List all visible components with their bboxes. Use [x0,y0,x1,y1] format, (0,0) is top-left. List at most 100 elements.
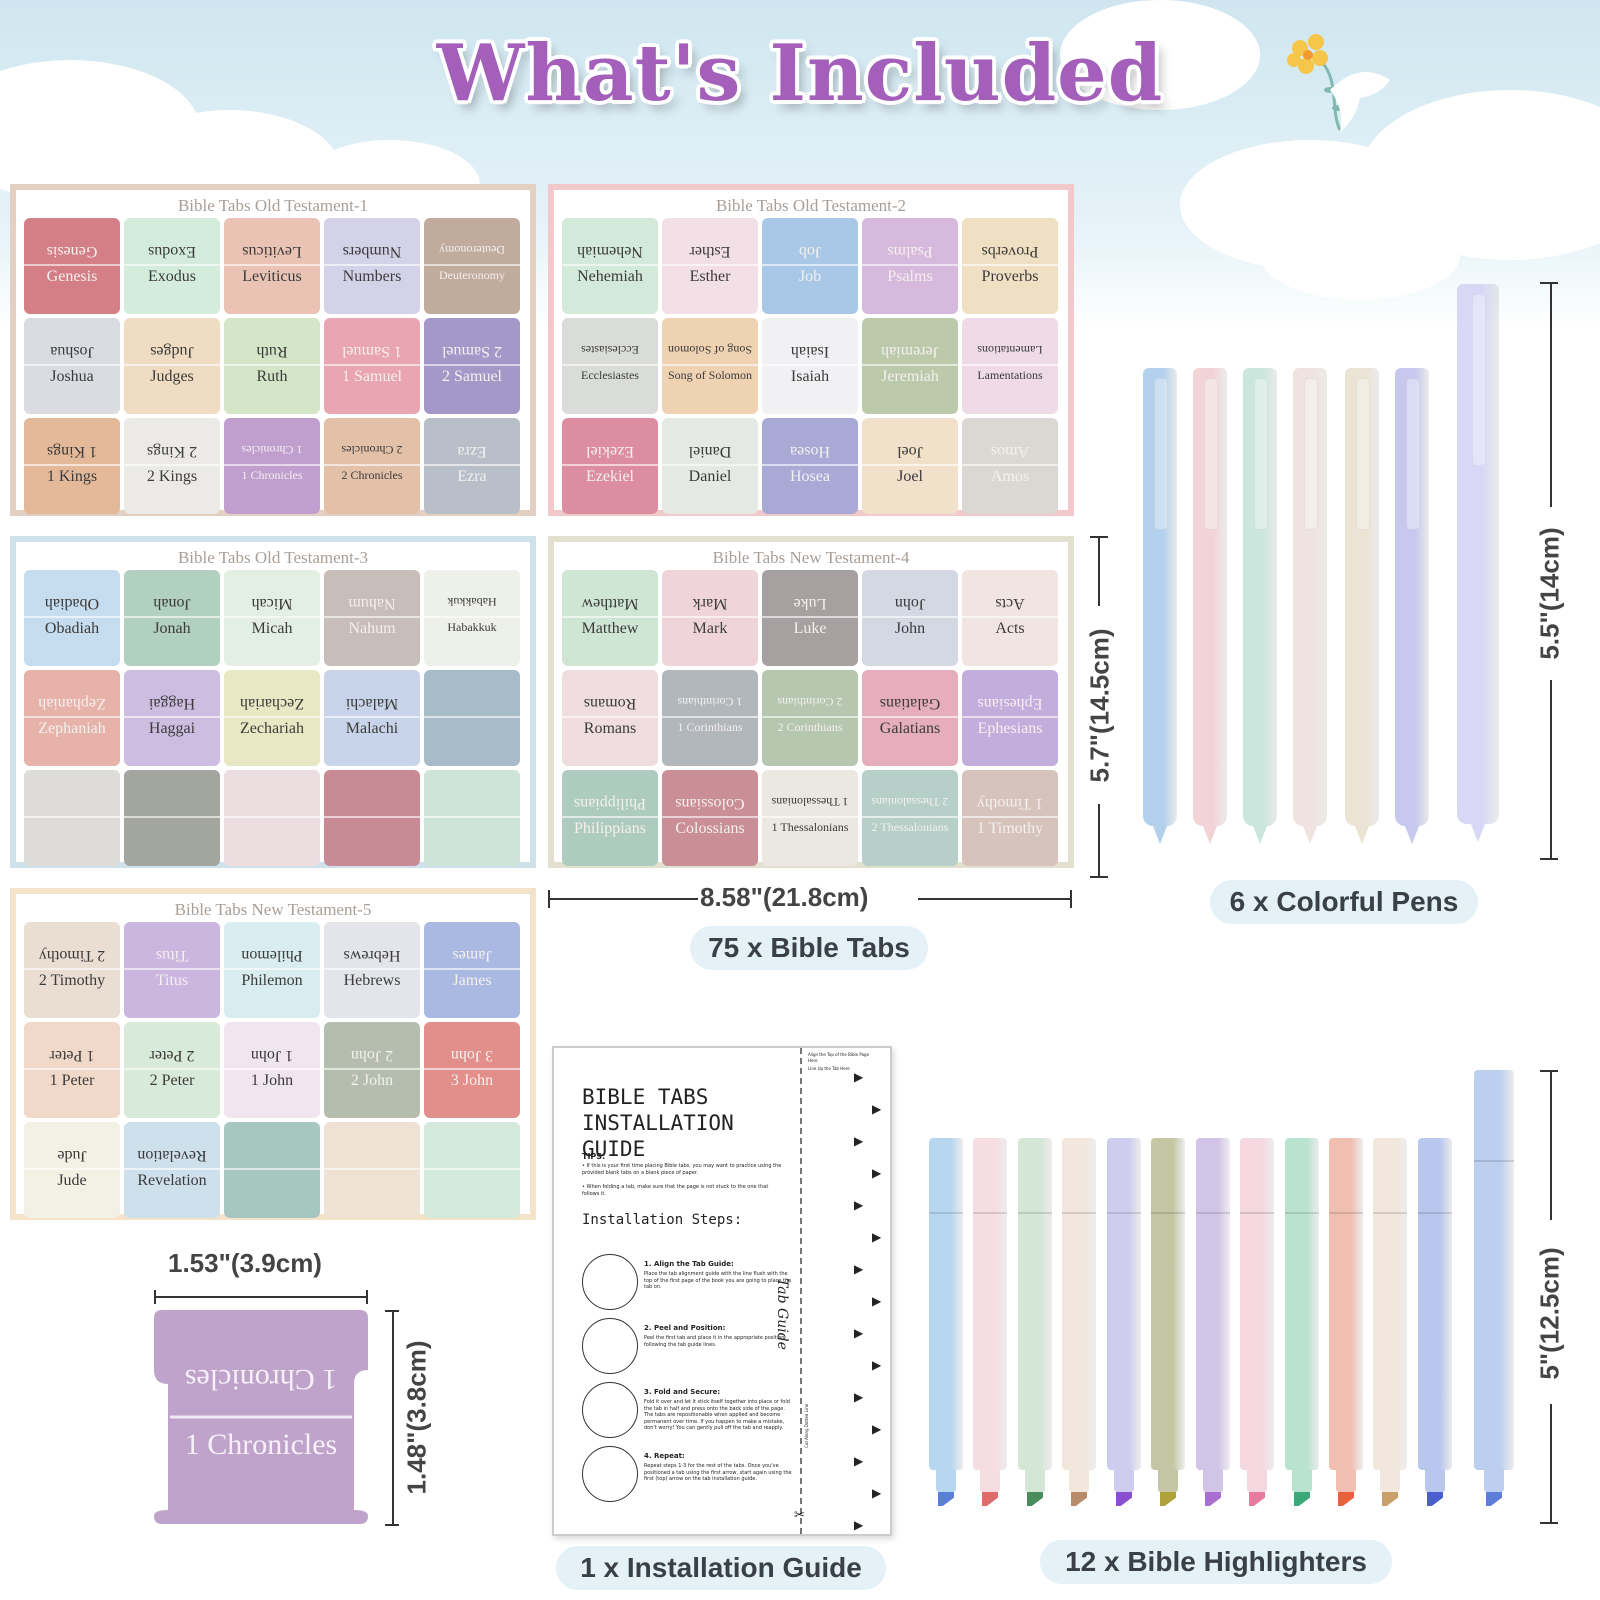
tab-fold-line [124,616,220,618]
bible-tab: Jude Jude [24,1122,120,1218]
bible-tab: Ezra Ezra [424,418,520,514]
highlighter-cap-line [1329,1212,1363,1214]
tab-fold-line [424,968,520,970]
bible-tab: Jeremiah Jeremiah [862,318,958,414]
tab-label-flipped: Galatians [879,695,941,712]
tab-label: Jeremiah [881,368,939,385]
tab-fold-line [662,816,758,818]
tab-fold-line [862,716,958,718]
bible-tab: 1 Thessalonians 1 Thessalonians [762,770,858,866]
highlighter-neck [1292,1470,1312,1492]
dimension-tick [1090,876,1108,878]
tab-fold-line [962,264,1058,266]
highlighter-cap-line [1107,1212,1141,1214]
tab-label-flipped: 1 Timothy [976,795,1044,812]
bible-tab: 1 Kings 1 Kings [24,418,120,514]
pen-tip [1303,826,1317,844]
pen-clip [1406,378,1420,530]
highlighter-body [1107,1138,1141,1470]
arrow-marker-icon: ▶ [872,1102,882,1116]
bible-tab: Joshua Joshua [24,318,120,414]
bible-tab [424,670,520,766]
bible-tab: 1 John 1 John [224,1022,320,1118]
tab-fold-line [224,364,320,366]
guide-cut-line [800,1048,802,1534]
tab-fold-line [224,1068,320,1070]
highlighter-body [1474,1070,1514,1470]
highlighter-cap-line [1151,1212,1185,1214]
tab-label-flipped: Proverbs [981,243,1039,260]
pen [1243,368,1277,844]
pen-tip [1471,824,1485,842]
bible-tab: 2 Samuel 2 Samuel [424,318,520,414]
sample-tab: 1 Chronicles 1 Chronicles [154,1310,368,1524]
bible-tab: 2 Chronicles 2 Chronicles [324,418,420,514]
bible-tab: Hosea Hosea [762,418,858,514]
tab-label: Ephesians [977,720,1043,737]
tab-fold-line [324,264,420,266]
pen-tip [1253,826,1267,844]
tab-label-flipped: Judges [150,343,194,360]
highlighter-cap-line [973,1212,1007,1214]
bible-tab: Nahum Nahum [324,570,420,666]
tab-label: Exodus [148,268,196,285]
pen-tip [1405,826,1419,844]
bible-tab: Hebrews Hebrews [324,922,420,1018]
highlighter-tip [1027,1492,1043,1506]
highlighter-neck [1114,1470,1134,1492]
highlighter-body [1285,1138,1319,1470]
tab-label: Jonah [153,620,191,637]
tab-label: Song of Solomon [667,368,752,382]
tab-label: 1 Peter [49,1072,95,1089]
tab-label-flipped: Zechariah [240,695,304,712]
tab-label-flipped: Ezekiel [586,443,634,460]
tab-fold-line [562,264,658,266]
tab-fold-line [762,816,858,818]
tab-label-flipped: Titus [155,947,189,964]
tab-label-flipped: Nahum [348,595,396,612]
tab-label: 2 Timothy [38,972,106,989]
highlighter-body [1062,1138,1096,1470]
highlighter-height-line [1550,1404,1552,1524]
tab-label: 1 Timothy [976,820,1044,837]
pen-height-line [1550,282,1552,507]
highlighter-cap-line [1018,1212,1052,1214]
tab-fold-line [424,264,520,266]
tab-fold-line [224,264,320,266]
height-dimension-line [1098,804,1100,876]
tab-label-flipped: Obadiah [44,595,100,612]
bible-tab: Isaiah Isaiah [762,318,858,414]
highlighter [929,1138,963,1506]
tab-label-flipped: Malachi [345,695,399,712]
tab-fold-line [862,464,958,466]
dimension-tick [154,1290,156,1304]
bible-tab: Ecclesiastes Ecclesiastes [562,318,658,414]
tab-label: Isaiah [790,368,830,385]
highlighter-tip [938,1492,954,1506]
pen-tip [1355,826,1369,844]
tab-fold-line [962,616,1058,618]
bible-tab: Philemon Philemon [224,922,320,1018]
highlighter-neck [1025,1470,1045,1492]
tab-fold-line [324,616,420,618]
step-illustration-icon [582,1318,638,1374]
highlighter-body [1240,1138,1274,1470]
sheet-title: Bible Tabs Old Testament-3 [177,548,369,567]
tab-label: Habakkuk [447,620,497,634]
bible-tab: 3 John 3 John [424,1022,520,1118]
tab-grid: Matthew Matthew Mark Mark Luke Luke John John Ac… [560,568,1064,866]
tab-grid: Obadiah Obadiah Jonah Jonah Micah Micah Nahum N… [22,568,526,866]
tab-width-label: 1.53"(3.9cm) [168,1248,322,1278]
tab-fold-line [324,968,420,970]
tab-label-flipped: Amos [990,443,1030,460]
tab-label: Micah [251,620,293,637]
dimension-tick [385,1524,399,1526]
tab-label-flipped: Hosea [790,443,830,460]
tab-fold-line [962,816,1058,818]
tab-sheet: Bible Tabs Old Testament-1 Genesis Genesis… [10,184,536,516]
sheet-title: Bible Tabs New Testament-4 [712,548,910,567]
guide-tip-2: • When folding a tab, make sure that the… [582,1184,769,1197]
dimension-tick [1090,536,1108,538]
highlighter-cap-line [1240,1212,1274,1214]
tab-fold-line [24,464,120,466]
